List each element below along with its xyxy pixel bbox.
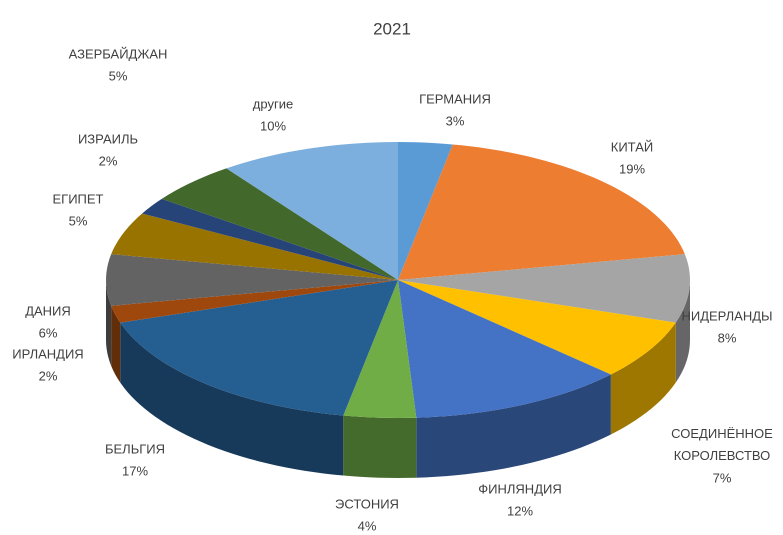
pie-side xyxy=(416,374,611,478)
data-label-value: 2% xyxy=(39,368,58,383)
pie-slice xyxy=(106,254,398,306)
pie-slice xyxy=(111,213,399,280)
data-label-value: 19% xyxy=(619,161,645,176)
data-label-name: ФИНЛЯНДИЯ xyxy=(478,481,561,496)
data-label-value: 3% xyxy=(446,113,465,128)
pie-slice xyxy=(398,254,690,323)
pie-side xyxy=(120,322,344,476)
pie-slice xyxy=(398,280,676,375)
pie-slice xyxy=(226,142,398,280)
pie-slice xyxy=(398,280,611,418)
data-label-value: 2% xyxy=(99,153,118,168)
data-label-name: НИДЕРЛАНДЫ xyxy=(681,308,772,323)
data-label-name: ЕГИПЕТ xyxy=(52,191,103,206)
pie-side xyxy=(610,322,676,435)
data-label-value: 8% xyxy=(718,330,737,345)
data-label-name: другие xyxy=(253,96,293,111)
data-label-value: 6% xyxy=(39,325,58,340)
pie-slice xyxy=(398,142,453,280)
data-label-name: ГЕРМАНИЯ xyxy=(419,91,491,106)
data-label-value: 5% xyxy=(109,68,128,83)
pie-slice xyxy=(120,280,398,416)
data-label-name: ЭСТОНИЯ xyxy=(335,496,399,511)
data-label-value: 7% xyxy=(713,470,732,485)
chart-title: 2021 xyxy=(373,19,411,38)
data-label-name: АЗЕРБАЙДЖАН xyxy=(69,46,168,61)
data-label-name: ИРЛАНДИЯ xyxy=(12,346,83,361)
data-label-name: КИТАЙ xyxy=(611,139,653,154)
data-label-value: 12% xyxy=(507,503,533,518)
pie-side xyxy=(111,305,121,383)
pie-slice xyxy=(142,198,398,280)
pie-side xyxy=(343,415,417,478)
pie-side xyxy=(106,280,112,366)
data-label-name: БЕЛЬГИЯ xyxy=(105,441,165,456)
data-label-name: ДАНИЯ xyxy=(25,303,71,318)
pie-side xyxy=(675,280,690,383)
pie-slice xyxy=(111,280,399,323)
data-label-value: 10% xyxy=(260,118,286,133)
pie xyxy=(106,142,690,478)
data-label-value: 17% xyxy=(122,463,148,478)
pie-slice xyxy=(343,280,417,418)
data-label-value: 4% xyxy=(358,518,377,533)
data-label-name: ИЗРАИЛЬ xyxy=(78,131,138,146)
pie-slice xyxy=(161,168,398,280)
data-label-value: 5% xyxy=(69,213,88,228)
pie-slice xyxy=(398,144,685,280)
data-label-name: СОЕДИНЁННОЕ КОРОЛЕВСТВО xyxy=(671,426,773,463)
